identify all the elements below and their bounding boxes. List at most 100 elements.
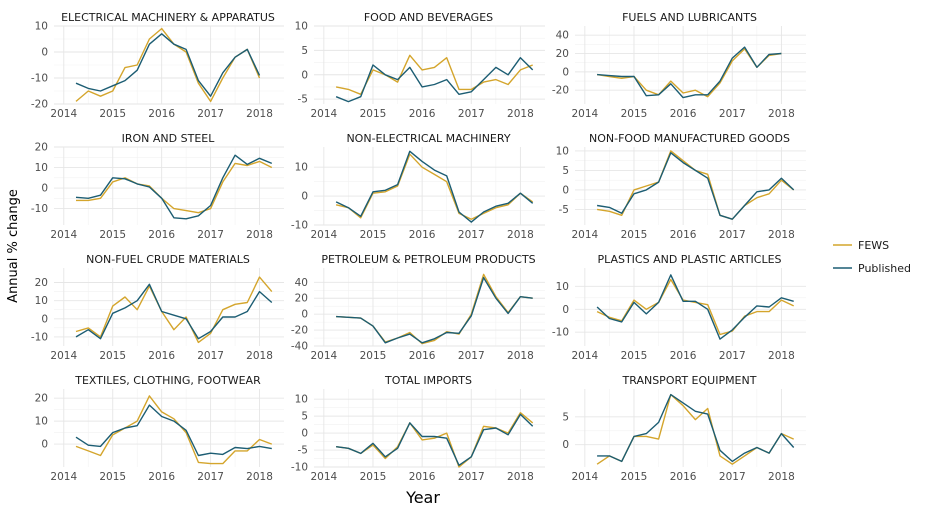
series-line-fews [336, 412, 534, 468]
y-tick-label: -5 [298, 94, 308, 106]
x-tick-label: 2014 [50, 229, 77, 241]
x-tick-label: 2018 [246, 229, 273, 241]
x-tick-label: 2018 [507, 471, 534, 483]
panel-title: NON-ELECTRICAL MACHINERY [346, 132, 510, 145]
x-tick-label: 2017 [458, 229, 485, 241]
x-tick-label: 2016 [409, 229, 436, 241]
panel-textiles-clothing-footwear: 2014 2015 2016 2017 2018 0 10 20 TEXTILES, CLOTH… [35, 374, 284, 483]
series-line-fews [335, 54, 533, 96]
series-line-published [75, 33, 261, 97]
series-line-published [335, 57, 534, 103]
x-tick-label: 2016 [148, 108, 175, 120]
panel-title: ELECTRICAL MACHINERY & APPARATUS [61, 11, 275, 24]
y-tick-label: -40 [291, 341, 308, 353]
x-tick-label: 2016 [148, 471, 175, 483]
panel-title: TRANSPORT EQUIPMENT [622, 374, 757, 387]
x-axis-label: Year [405, 488, 440, 507]
series-line-published [596, 274, 794, 340]
x-tick-label: 2015 [99, 471, 126, 483]
y-tick-label: -20 [31, 99, 48, 111]
y-tick-label: -20 [552, 85, 569, 97]
y-tick-label: 10 [35, 416, 48, 428]
panel-non-fuel-crude-materials: 2014 2015 2016 2017 2018 -10 0 10 20 NON-FUEL CRU… [31, 253, 284, 362]
y-tick-label: 0 [562, 184, 569, 196]
y-tick-label: 5 [562, 165, 569, 177]
y-tick-label: -20 [291, 325, 308, 337]
x-tick-label: 2015 [360, 471, 387, 483]
y-tick-label: 0 [301, 191, 308, 203]
series-line-fews [336, 273, 533, 345]
x-tick-label: 2016 [409, 350, 436, 362]
series-line-published [336, 276, 533, 344]
y-tick-label: -10 [31, 73, 48, 85]
series-line-published [596, 152, 795, 220]
panel-plastics-and-plastic-articles: 2014 2015 2016 2017 2018 -10 0 10 PLASTICS AND P… [552, 253, 806, 362]
x-tick-label: 2015 [360, 229, 387, 241]
y-tick-label: 0 [301, 428, 308, 440]
panel-title: NON-FOOD MANUFACTURED GOODS [589, 132, 790, 145]
y-tick-label: 0 [41, 313, 48, 325]
x-tick-label: 2017 [719, 350, 746, 362]
x-tick-label: 2016 [409, 471, 436, 483]
series-line-published [75, 154, 273, 220]
panel-petroleum-petroleum-products: 2014 2015 2016 2017 2018 -40 -20 0 20 40 PETROLEUM… [291, 253, 545, 362]
x-tick-label: 2017 [197, 229, 224, 241]
panel-electrical-machinery-apparatus: 2014 2015 2016 2017 2018 -20 -10 0 10 ELECTRICAL … [31, 11, 284, 120]
series-line-published [75, 283, 273, 340]
panel-title: FUELS AND LUBRICANTS [622, 11, 757, 24]
series-line-published [597, 393, 795, 463]
y-tick-label: 5 [301, 411, 308, 423]
y-tick-label: -5 [559, 204, 569, 216]
x-tick-label: 2015 [360, 350, 387, 362]
x-tick-label: 2018 [768, 229, 795, 241]
x-tick-label: 2016 [670, 350, 697, 362]
series-line-fews [335, 153, 534, 220]
x-tick-label: 2016 [670, 108, 697, 120]
legend: FEWS Published [833, 239, 911, 275]
x-tick-label: 2018 [246, 108, 273, 120]
x-tick-label: 2014 [50, 108, 77, 120]
y-tick-label: 10 [35, 295, 48, 307]
y-tick-label: 0 [41, 439, 48, 451]
y-tick-label: 10 [295, 162, 308, 174]
series-line-published [75, 404, 272, 457]
series-line-fews [596, 393, 794, 465]
x-tick-label: 2015 [99, 229, 126, 241]
y-tick-label: -10 [31, 331, 48, 343]
x-tick-label: 2016 [148, 229, 175, 241]
y-axis-label: Annual % change [6, 189, 21, 303]
x-tick-label: 2016 [409, 108, 436, 120]
x-tick-label: 2018 [768, 350, 795, 362]
facet-panels: 2014 2015 2016 2017 2018 -20 -10 0 10 ELECTRICAL … [31, 11, 806, 483]
y-tick-label: 20 [556, 48, 569, 60]
panel-total-imports: 2014 2015 2016 2017 2018 -10 -5 0 5 10 TOTAL IMPOR… [291, 374, 545, 483]
x-tick-label: 2017 [458, 350, 485, 362]
x-tick-label: 2017 [458, 108, 485, 120]
x-tick-label: 2015 [99, 108, 126, 120]
x-tick-label: 2016 [148, 350, 175, 362]
panel-title: PLASTICS AND PLASTIC ARTICLES [597, 253, 781, 266]
x-tick-label: 2015 [621, 229, 648, 241]
y-tick-label: 0 [41, 183, 48, 195]
x-tick-label: 2017 [197, 350, 224, 362]
x-tick-label: 2015 [621, 108, 648, 120]
x-tick-label: 2014 [571, 108, 598, 120]
series-line-fews [596, 278, 794, 336]
series-line-published [336, 413, 534, 466]
x-tick-label: 2018 [507, 229, 534, 241]
x-tick-label: 2016 [670, 229, 697, 241]
series-line-published [335, 150, 534, 223]
panel-title: TOTAL IMPORTS [384, 374, 472, 387]
x-tick-label: 2014 [310, 471, 337, 483]
y-tick-label: 10 [35, 162, 48, 174]
x-tick-label: 2017 [458, 471, 485, 483]
y-tick-label: 10 [556, 145, 569, 157]
series-line-fews [75, 395, 273, 465]
y-tick-label: -10 [552, 327, 569, 339]
y-tick-label: 5 [562, 411, 569, 423]
x-tick-label: 2014 [571, 229, 598, 241]
x-tick-label: 2014 [571, 471, 598, 483]
panel-title: IRON AND STEEL [122, 132, 216, 145]
y-tick-label: 40 [556, 30, 569, 42]
